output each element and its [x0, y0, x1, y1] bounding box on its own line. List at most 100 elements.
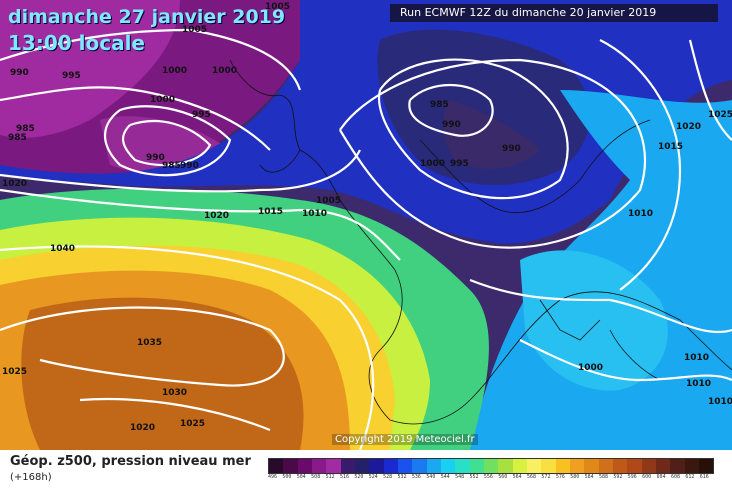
color-scale-label: 528: [383, 474, 393, 480]
trough-core-balkans: [520, 250, 668, 391]
color-scale-label: 524: [368, 474, 378, 480]
color-scale-swatch: [655, 459, 671, 473]
isobar-label: 990: [10, 68, 29, 78]
low-core-nw: [0, 0, 180, 138]
color-scale-label: 604: [656, 474, 666, 480]
color-scale-labels: 496 500 504 508 512 516 520 524 528 532 536 540 544 5…: [268, 474, 714, 480]
color-scale-swatch: [483, 459, 499, 473]
color-scale-label: 584: [584, 474, 594, 480]
color-scale-label: 508: [311, 474, 321, 480]
isobar-label: 995: [192, 110, 211, 120]
color-scale-swatch: [369, 459, 384, 473]
isobar-label: 1000: [420, 159, 445, 169]
isobar-label: 1040: [50, 244, 75, 254]
color-scale-label: 600: [642, 474, 652, 480]
color-scale-swatch: [670, 459, 685, 473]
low-core-scandinavia: [443, 100, 540, 169]
color-scale-label: 544: [440, 474, 450, 480]
isobar-label: 985: [8, 133, 27, 143]
weather-map: 1005 1005 990 995 1000 1000 1000 995 985…: [0, 0, 732, 450]
isobar-label: 995: [450, 159, 469, 169]
isobar-label: 1015: [258, 207, 283, 217]
color-scale-swatch: [283, 459, 298, 473]
color-scale-swatch: [541, 459, 556, 473]
isobar-label: 1000: [212, 66, 237, 76]
color-scale-swatch: [469, 459, 484, 473]
isobar-label: 1030: [162, 388, 187, 398]
color-scale-swatch: [269, 459, 284, 473]
color-scale-label: 540: [426, 474, 436, 480]
color-scale-label: 612: [685, 474, 695, 480]
color-scale-swatch: [526, 459, 542, 473]
isobar-label: 1010: [628, 209, 653, 219]
color-scale: [268, 458, 714, 474]
color-scale-label: 512: [325, 474, 335, 480]
isobar-lines: [0, 28, 732, 450]
color-scale-label: 576: [555, 474, 565, 480]
isobar-label: 1010: [686, 379, 711, 389]
isobar-label: 990: [442, 120, 461, 130]
color-scale-swatch: [584, 459, 599, 473]
color-scale-label: 616: [699, 474, 709, 480]
legend-subtitle: (+168h): [10, 472, 52, 483]
run-info-banner: Run ECMWF 12Z du dimanche 20 janvier 201…: [390, 4, 718, 22]
isobar-label: 985: [430, 100, 449, 110]
isobar-label: 1000: [162, 66, 187, 76]
color-scale-swatch: [297, 459, 312, 473]
color-scale-swatch: [412, 459, 427, 473]
isobar-label: 990: [502, 144, 521, 154]
isobar-label: 1005: [316, 196, 341, 206]
color-scale-label: 560: [498, 474, 508, 480]
color-scale-label: 592: [613, 474, 623, 480]
isobar-label: 1000: [150, 95, 175, 105]
color-scale-label: 532: [397, 474, 407, 480]
color-scale-label: 588: [598, 474, 609, 480]
color-scale-swatch: [598, 459, 613, 473]
isobar-label: 1025: [2, 367, 27, 377]
isobar-label: 1010: [684, 353, 709, 363]
isobar-label: 1025: [180, 419, 205, 429]
color-scale-swatch: [498, 459, 513, 473]
isobar-label: 1015: [658, 142, 683, 152]
isobar-label: 990: [146, 153, 165, 163]
color-scale-label: 580: [570, 474, 580, 480]
color-scale-label: 556: [483, 474, 493, 480]
color-scale-swatch: [684, 459, 699, 473]
isobar-label: 1020: [2, 179, 27, 189]
isobar-labels: 1005 1005 990 995 1000 1000 1000 995 985…: [2, 2, 732, 433]
legend-footer: Géop. z500, pression niveau mer (+168h) …: [0, 450, 732, 488]
color-scale-swatch: [627, 459, 642, 473]
color-scale-label: 564: [512, 474, 522, 480]
color-scale-swatch: [555, 459, 570, 473]
color-scale-label: 552: [469, 474, 479, 480]
isobar-label: 1005: [265, 2, 290, 12]
forecast-date-title: dimanche 27 janvier 2019: [8, 6, 286, 28]
coastlines: [229, 59, 732, 425]
isobar-label: 1005: [182, 25, 207, 35]
isobar-label: 1010: [708, 397, 732, 407]
map-canvas: 1005 1005 990 995 1000 1000 1000 995 985…: [0, 0, 732, 450]
isobar-label: 1020: [676, 122, 701, 132]
color-scale-label: 516: [339, 474, 349, 480]
color-scale-label: 572: [541, 474, 551, 480]
color-scale-swatch: [440, 459, 456, 473]
color-scale-label: 548: [455, 474, 465, 480]
color-scale-swatch: [326, 459, 341, 473]
legend-title: Géop. z500, pression niveau mer: [10, 454, 251, 469]
color-scale-swatch: [354, 459, 370, 473]
isobar-label: 1020: [204, 211, 229, 221]
low-core-north-sea: [377, 29, 590, 185]
color-scale-label: 504: [296, 474, 306, 480]
forecast-time-title: 13:00 locale: [8, 31, 145, 55]
isobar-label: 985: [16, 124, 35, 134]
color-scale-swatch: [311, 459, 327, 473]
color-scale-swatch: [397, 459, 413, 473]
color-scale-label: 596: [627, 474, 637, 480]
color-scale-label: 568: [527, 474, 537, 480]
color-scale-swatch: [612, 459, 628, 473]
isobar-label: 1025: [708, 110, 732, 120]
isobar-label: 985: [162, 161, 181, 171]
color-scale-swatch: [641, 459, 656, 473]
color-scale-swatch: [340, 459, 355, 473]
color-scale-label: 536: [411, 474, 421, 480]
